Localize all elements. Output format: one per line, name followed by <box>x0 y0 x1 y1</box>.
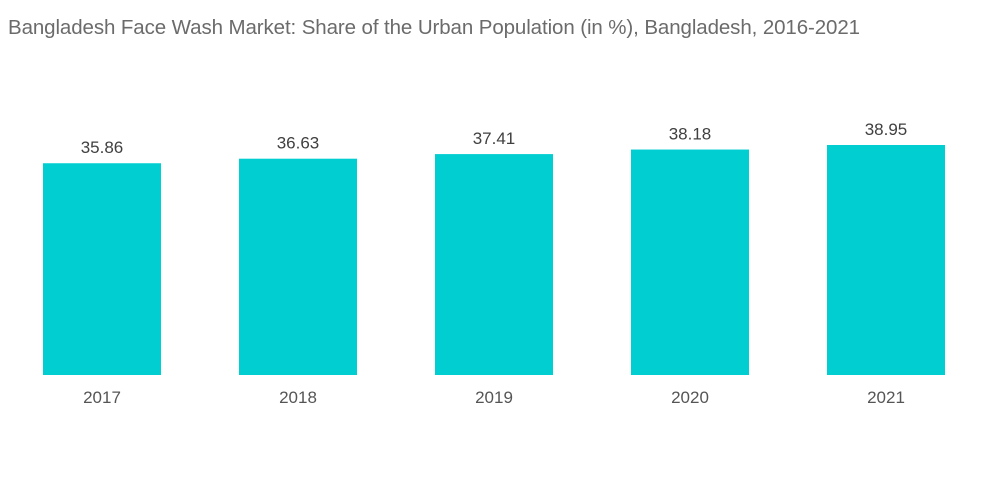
data-label-2017: 35.86 <box>81 138 124 157</box>
bar-2020 <box>631 149 749 375</box>
bar-2019 <box>435 154 553 375</box>
x-tick-label-2021: 2021 <box>867 388 905 407</box>
bars-group <box>43 145 945 375</box>
x-tick-label-2017: 2017 <box>83 388 121 407</box>
data-label-2020: 38.18 <box>669 125 712 144</box>
data-label-2018: 36.63 <box>277 134 320 153</box>
x-axis-ticks-group: 2017 2018 2019 2020 2021 <box>83 388 905 407</box>
bar-2018 <box>239 158 357 375</box>
x-tick-label-2020: 2020 <box>671 388 709 407</box>
data-labels-group: 35.86 36.63 37.41 38.18 38.95 <box>81 120 908 157</box>
x-tick-label-2019: 2019 <box>475 388 513 407</box>
x-tick-label-2018: 2018 <box>279 388 317 407</box>
data-label-2021: 38.95 <box>865 120 908 139</box>
chart-title: Bangladesh Face Wash Market: Share of th… <box>8 16 860 39</box>
data-label-2019: 37.41 <box>473 129 516 148</box>
bar-2021 <box>827 145 945 375</box>
bar-2017 <box>43 163 161 375</box>
